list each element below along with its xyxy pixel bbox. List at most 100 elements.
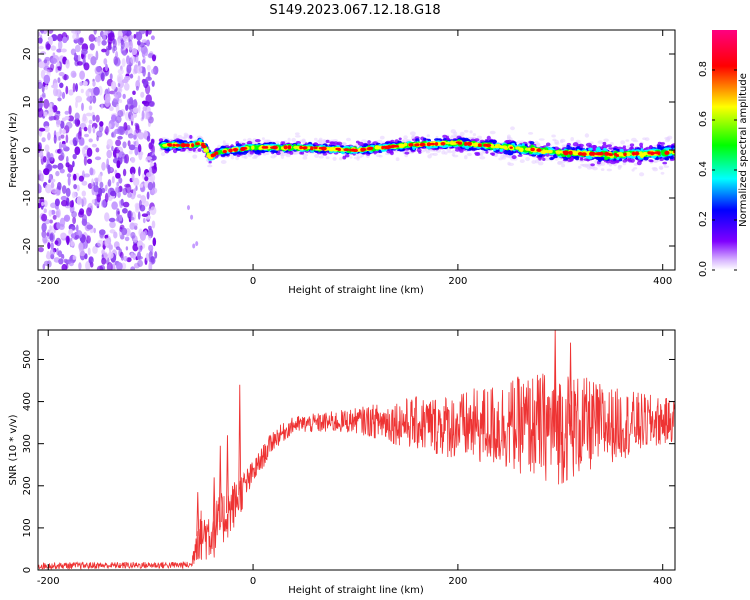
ridge-mark xyxy=(588,144,592,149)
noise-blob xyxy=(58,72,65,77)
noise-blob xyxy=(115,208,120,218)
noise-blob xyxy=(92,114,96,122)
noise-blob xyxy=(150,256,155,263)
noise-blob xyxy=(102,32,106,42)
noise-blob xyxy=(75,83,78,92)
noise-blob xyxy=(67,176,71,186)
noise-blob xyxy=(55,170,60,177)
noise-blob xyxy=(139,231,146,241)
noise-blob xyxy=(106,262,113,270)
noise-blob xyxy=(133,98,138,109)
noise-blob xyxy=(65,235,71,244)
noise-blob xyxy=(57,250,63,258)
ridge-mark xyxy=(332,156,337,161)
ridge-mark xyxy=(471,147,478,151)
ridge-mark xyxy=(253,146,258,151)
noise-blob xyxy=(43,98,50,109)
ridge-mark xyxy=(613,147,617,151)
ridge-mark xyxy=(314,153,320,158)
noise-blob xyxy=(55,67,58,74)
ridge-mark xyxy=(291,137,297,142)
noise-blob xyxy=(41,222,47,233)
ridge-mark xyxy=(192,154,198,159)
noise-blob xyxy=(120,255,124,261)
noise-blob xyxy=(38,61,45,69)
ridge-mark xyxy=(536,152,540,156)
noise-blob xyxy=(38,144,41,154)
ridge-mark xyxy=(443,137,447,141)
ridge-mark xyxy=(452,154,459,158)
noise-blob xyxy=(58,40,63,50)
ridge-mark xyxy=(507,152,512,156)
ridge-mark xyxy=(197,148,202,152)
noise-blob xyxy=(108,217,116,223)
noise-blob xyxy=(78,175,84,182)
ridge-mark xyxy=(275,140,280,144)
ridge-mark xyxy=(318,137,323,142)
ridge-mark xyxy=(597,140,604,144)
noise-blob xyxy=(62,129,66,135)
noise-blob xyxy=(143,130,149,140)
noise-blob xyxy=(91,199,96,205)
ridge-mark xyxy=(485,150,489,154)
ridge-mark xyxy=(261,137,265,141)
noise-blob xyxy=(92,245,98,254)
noise-blob xyxy=(131,48,138,56)
noise-blob xyxy=(54,189,61,196)
noise-blob xyxy=(136,194,142,199)
noise-blob xyxy=(79,81,83,86)
noise-blob xyxy=(101,40,107,46)
noise-blob xyxy=(122,201,130,208)
noise-blob xyxy=(59,82,64,89)
ridge-mark xyxy=(486,135,491,141)
noise-blob xyxy=(111,145,114,152)
ridge-mark xyxy=(608,147,614,150)
noise-blob xyxy=(54,198,60,207)
ridge-mark xyxy=(575,139,581,143)
noise-blob xyxy=(134,206,140,213)
noise-blob xyxy=(77,54,81,63)
noise-blob xyxy=(106,138,113,148)
noise-blob xyxy=(125,104,129,111)
ridge-mark xyxy=(230,155,235,160)
noise-blob xyxy=(118,214,123,222)
ridge-mark xyxy=(649,159,654,163)
ridge-mark xyxy=(340,142,347,146)
ridge-mark xyxy=(294,135,301,138)
noise-blob xyxy=(44,84,49,90)
ridge-mark xyxy=(570,137,574,142)
noise-blob xyxy=(49,102,53,113)
noise-blob xyxy=(110,190,117,197)
ridge-mark xyxy=(622,159,627,163)
noise-blob xyxy=(68,89,74,96)
ridge-mark xyxy=(349,156,353,159)
noise-blob xyxy=(148,142,153,150)
stray-dot xyxy=(195,241,199,247)
ridge-mark xyxy=(631,137,637,142)
noise-blob xyxy=(138,199,142,209)
noise-blob xyxy=(61,91,66,100)
noise-blob xyxy=(65,59,70,69)
ridge-mark xyxy=(235,143,242,147)
noise-blob xyxy=(115,115,122,124)
noise-blob xyxy=(88,119,93,125)
noise-blob xyxy=(85,261,91,270)
ridge-mark xyxy=(660,171,665,175)
ridge-mark xyxy=(669,155,674,160)
noise-blob xyxy=(49,248,56,256)
ridge-mark xyxy=(658,165,664,170)
noise-blob xyxy=(114,186,119,194)
ridge-mark xyxy=(507,136,511,139)
ridge-mark xyxy=(318,155,324,159)
ridge-mark xyxy=(606,144,612,148)
noise-blob xyxy=(56,120,62,125)
noise-blob xyxy=(105,63,108,72)
ridge-mark xyxy=(472,142,479,147)
ridge-mark xyxy=(633,167,638,170)
ridge-mark xyxy=(294,132,300,135)
noise-blob xyxy=(96,193,101,203)
ridge-mark xyxy=(603,138,609,142)
noise-blob xyxy=(40,30,44,34)
noise-blob xyxy=(96,135,99,142)
noise-blob xyxy=(83,173,91,178)
